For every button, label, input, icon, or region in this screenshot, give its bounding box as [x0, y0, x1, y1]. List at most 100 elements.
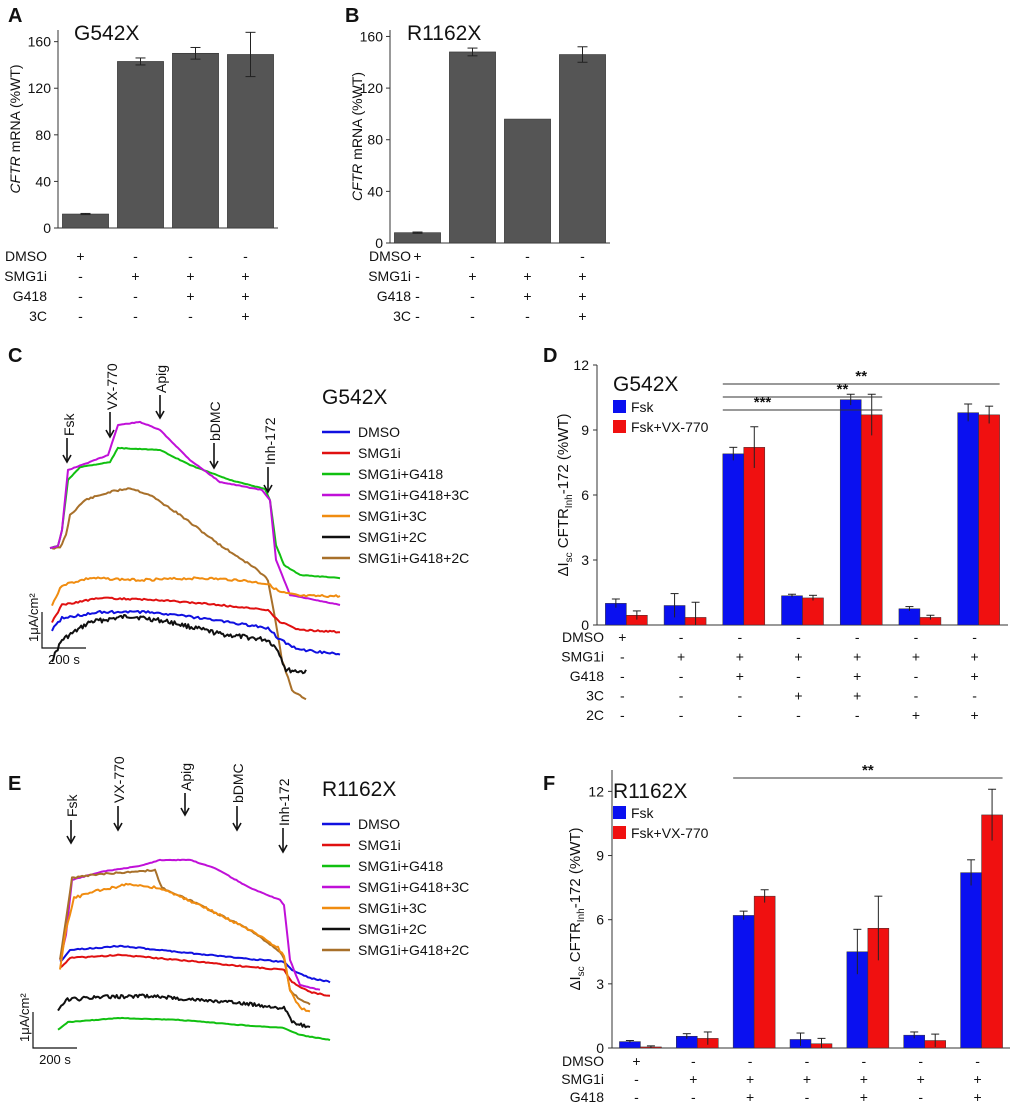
- trace-smg1i-g418-3c: [49, 420, 341, 606]
- condition-label: DMSO: [562, 1053, 604, 1069]
- legend-label: Fsk+VX-770: [631, 419, 709, 435]
- condition-mark: +: [912, 707, 920, 723]
- trace-smg1i-2c: [57, 993, 311, 1029]
- trace-smg1i-g418: [57, 1016, 331, 1042]
- y-tick-label: 80: [35, 127, 51, 143]
- condition-mark: -: [748, 1053, 753, 1069]
- y-tick-label: 120: [360, 80, 384, 96]
- event-arrowhead: [105, 429, 115, 439]
- condition-mark: +: [853, 649, 861, 665]
- condition-mark: -: [188, 248, 193, 264]
- event-label: Apig: [178, 763, 194, 791]
- condition-mark: +: [971, 668, 979, 684]
- bar-fsk-vx770: [753, 895, 776, 1049]
- bar-fsk: [722, 453, 745, 626]
- scale-bar: [41, 612, 86, 649]
- condition-mark: -: [470, 248, 475, 264]
- significance-label: **: [855, 368, 867, 385]
- bar: [559, 54, 606, 244]
- y-tick-label: 6: [581, 487, 589, 503]
- bar: [62, 213, 109, 229]
- significance-label: ***: [754, 394, 772, 411]
- condition-mark: +: [853, 688, 861, 704]
- condition-mark: +: [618, 629, 626, 645]
- y-tick-label: 160: [28, 34, 52, 50]
- condition-mark: -: [796, 707, 801, 723]
- panel-letter-c: C: [8, 345, 22, 367]
- condition-mark: +: [973, 1089, 981, 1105]
- chart-title: G542X: [322, 386, 387, 409]
- scale-bar-y-label: 1μA/cm²: [26, 593, 41, 642]
- panel-f: 0 3 6 9 12 ** R1162X Fsk Fsk+VX-770 ΔIsc CFTRInh-…: [561, 762, 1010, 1105]
- condition-mark: +: [632, 1053, 640, 1069]
- y-tick-label: 40: [35, 173, 51, 189]
- event-label: bDMC: [230, 763, 246, 803]
- legend-swatch: [613, 420, 626, 433]
- condition-label: G418: [570, 668, 604, 684]
- chart-title: R1162X: [322, 778, 396, 801]
- panel-c: Fsk VX-770 Apig bDMC Inh-172 G542X DMSO SMG1i SM…: [26, 363, 469, 701]
- scale-bar-x-label: 200 s: [39, 1052, 71, 1067]
- condition-mark: -: [188, 308, 193, 324]
- panel-letter-b: B: [345, 5, 359, 27]
- event-label: Fsk: [64, 793, 80, 817]
- bar-fsk-vx770: [860, 414, 883, 626]
- condition-label: SMG1i: [561, 1071, 604, 1087]
- event-arrowhead: [113, 822, 123, 832]
- condition-mark: -: [634, 1089, 639, 1105]
- condition-mark: -: [679, 629, 684, 645]
- bar: [449, 51, 496, 244]
- bar-fsk: [898, 608, 921, 626]
- condition-mark: +: [803, 1071, 811, 1087]
- event-arrowhead: [209, 460, 219, 470]
- condition-mark: +: [241, 268, 249, 284]
- condition-label: SMG1i: [4, 268, 47, 284]
- y-tick-label: 120: [28, 80, 52, 96]
- condition-mark: -: [855, 629, 860, 645]
- condition-mark: -: [679, 707, 684, 723]
- chart-title: G542X: [613, 373, 678, 396]
- condition-label: 3C: [29, 308, 47, 324]
- condition-mark: +: [241, 288, 249, 304]
- condition-mark: +: [973, 1071, 981, 1087]
- trace-smg1i-3c: [59, 882, 311, 1013]
- condition-mark: +: [736, 668, 744, 684]
- event-arrowhead: [278, 844, 288, 854]
- condition-label: 3C: [393, 308, 411, 324]
- condition-label: 3C: [586, 688, 604, 704]
- event-label: Inh-172: [262, 417, 278, 465]
- event-label: Fsk: [61, 412, 77, 436]
- y-axis-label: ΔIsc CFTRInh-172 (%WT): [567, 827, 587, 990]
- y-axis-label: CFTR mRNA (%WT): [7, 64, 23, 193]
- y-tick-label: 0: [596, 1040, 604, 1056]
- condition-mark: -: [862, 1053, 867, 1069]
- panel-letter-d: D: [543, 345, 557, 367]
- event-arrowhead: [155, 410, 165, 420]
- legend-label: SMG1i: [358, 445, 401, 461]
- significance-label: **: [862, 762, 874, 779]
- condition-mark: +: [860, 1071, 868, 1087]
- legend-label: SMG1i+3C: [358, 508, 427, 524]
- legend-label: SMG1i+G418: [358, 466, 443, 482]
- condition-label: 2C: [586, 707, 604, 723]
- event-label: Apig: [153, 365, 169, 393]
- condition-mark: +: [971, 707, 979, 723]
- y-tick-label: 12: [588, 783, 604, 799]
- condition-mark: +: [860, 1089, 868, 1105]
- y-tick-label: 40: [367, 183, 383, 199]
- y-tick-label: 12: [573, 357, 589, 373]
- chart-title: R1162X: [407, 22, 481, 45]
- y-axis-label: ΔIsc CFTRInh-172 (%WT): [555, 413, 575, 576]
- trace-smg1i: [59, 953, 331, 997]
- legend-label: SMG1i: [358, 837, 401, 853]
- panel-e: Fsk VX-770 Apig bDMC Inh-172 R1162X DMSO SMG1i S…: [17, 756, 469, 1067]
- bar: [394, 232, 441, 244]
- condition-label: G418: [570, 1089, 604, 1105]
- bar: [172, 52, 219, 229]
- trace-smg1i-3c: [51, 576, 341, 606]
- chart-title: G542X: [74, 22, 139, 45]
- condition-mark: -: [78, 288, 83, 304]
- condition-mark: -: [78, 268, 83, 284]
- condition-label: DMSO: [369, 248, 411, 264]
- legend-label: SMG1i+G418+3C: [358, 487, 469, 503]
